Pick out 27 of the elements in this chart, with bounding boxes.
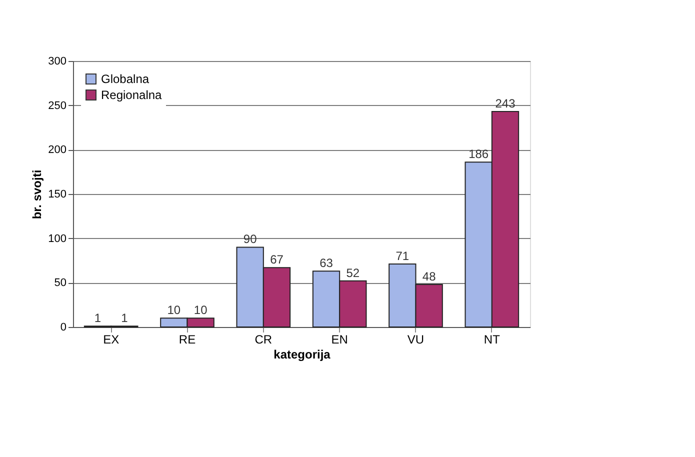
y-axis-title: br. svojti [30,170,44,220]
y-tick-label: 50 [54,277,66,290]
legend-label: Regionalna [101,88,162,102]
legend-label: Globalna [101,72,150,86]
x-tick-label: VU [407,332,424,346]
y-tick-label: 250 [48,100,66,112]
data-label: 10 [194,303,208,318]
x-axis-title: kategorija [274,348,331,362]
x-tick-label: EX [103,332,120,346]
data-label: 1 [121,311,128,326]
data-label: 67 [270,252,284,267]
y-tick-label: 300 [48,56,66,68]
x-tick-label: NT [484,332,501,346]
y-tick-label: 0 [60,322,66,334]
y-tick-label: 200 [48,144,66,156]
data-label: 71 [396,249,410,264]
data-label: 1 [94,311,102,326]
data-label: 186 [468,147,489,162]
data-label: 48 [422,269,436,284]
data-label: 10 [167,303,181,318]
y-tick-label: 100 [48,232,66,245]
x-tick-label: CR [254,332,272,346]
x-tick-label: RE [178,332,196,346]
data-label: 63 [320,256,334,270]
y-tick-label: 150 [48,188,66,200]
x-tick-label: EN [331,332,348,346]
data-label: 52 [346,266,360,280]
